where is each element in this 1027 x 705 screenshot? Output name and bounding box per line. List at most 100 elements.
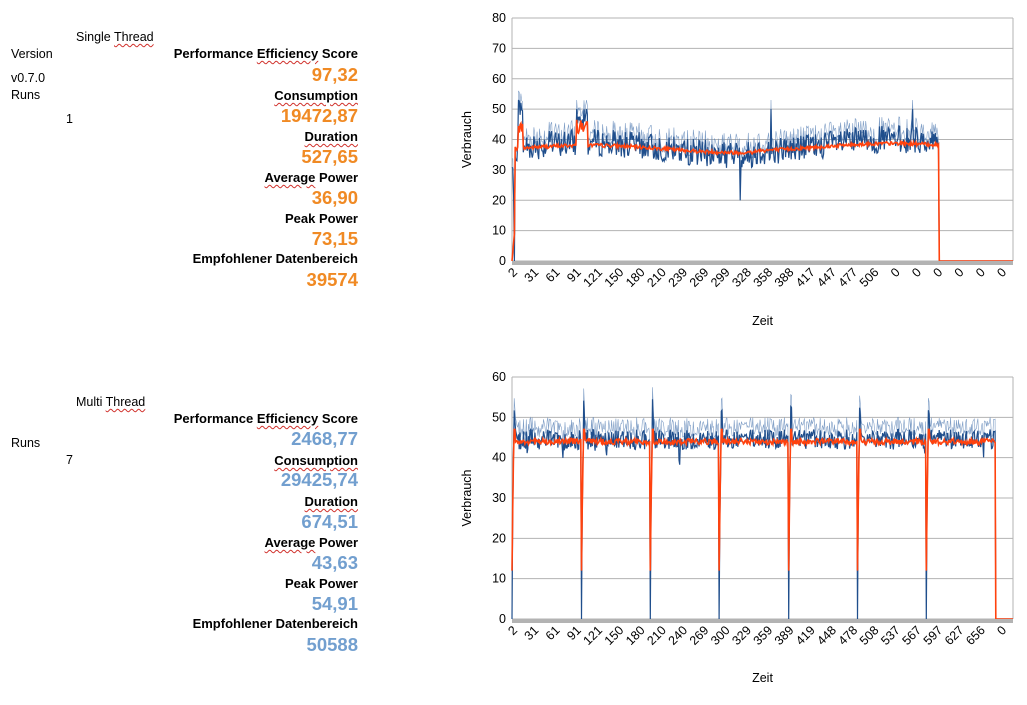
x-tick-label: 91 xyxy=(564,265,584,285)
x-tick-label: 0 xyxy=(931,265,946,280)
y-tick-label: 80 xyxy=(492,11,506,25)
x-tick-label: 419 xyxy=(793,623,818,648)
multi-metric-label: Consumption xyxy=(274,453,358,468)
x-tick-label: 508 xyxy=(857,623,882,648)
single-metric-label: Empfohlener Datenbereich xyxy=(192,251,358,266)
x-axis-title: Zeit xyxy=(752,314,773,328)
x-tick-label: 299 xyxy=(708,265,733,290)
multi-runs-label: Runs xyxy=(11,436,41,450)
y-tick-label: 50 xyxy=(492,102,506,116)
x-tick-label: 329 xyxy=(729,623,754,648)
x-tick-label: 358 xyxy=(751,265,776,290)
single-runs-label: Runs xyxy=(11,88,41,102)
x-tick-label: 61 xyxy=(543,265,563,285)
single-metric-label: Average Power xyxy=(264,170,358,185)
x-tick-label: 2 xyxy=(505,623,520,638)
x-tick-label: 417 xyxy=(793,265,818,290)
single-title-text: Single Thread xyxy=(76,30,154,44)
x-tick-label: 0 xyxy=(994,623,1009,638)
x-tick-label: 210 xyxy=(644,265,669,290)
multi-metric-value: 674,51 xyxy=(301,511,358,532)
x-tick-label: 388 xyxy=(772,265,797,290)
raw-series-band xyxy=(511,387,1013,620)
x-tick-label: 0 xyxy=(994,265,1009,280)
version-value: v0.7.0 xyxy=(11,71,46,85)
x-tick-label: 0 xyxy=(888,265,903,280)
y-tick-label: 0 xyxy=(499,612,506,626)
x-tick-label: 31 xyxy=(522,265,542,285)
x-tick-label: 477 xyxy=(836,265,861,290)
multi-metric-value: 29425,74 xyxy=(280,469,358,490)
multi-metric-label: Empfohlener Datenbereich xyxy=(192,616,358,631)
raw-series-band xyxy=(511,90,1013,262)
x-tick-label: 61 xyxy=(543,623,563,643)
single-metric-value: 39574 xyxy=(306,269,358,290)
y-tick-label: 40 xyxy=(492,133,506,147)
x-tick-label: 180 xyxy=(623,623,648,648)
single-runs-value: 1 xyxy=(66,112,73,126)
y-tick-label: 40 xyxy=(492,451,506,465)
multi-metric-value: 54,91 xyxy=(311,593,358,614)
single-metric-value: 19472,87 xyxy=(280,105,358,126)
x-tick-label: 0 xyxy=(909,265,924,280)
multi-metric-value: 2468,77 xyxy=(291,428,358,449)
y-tick-label: 50 xyxy=(492,410,506,424)
x-tick-label: 567 xyxy=(899,623,924,648)
y-tick-label: 0 xyxy=(499,254,506,268)
smoothed-series-line xyxy=(511,119,1013,262)
x-tick-label: 597 xyxy=(921,623,946,648)
multi-metric-label: Peak Power xyxy=(285,576,358,591)
y-tick-label: 10 xyxy=(492,572,506,586)
y-tick-label: 10 xyxy=(492,224,506,238)
y-tick-label: 60 xyxy=(492,72,506,86)
x-tick-label: 627 xyxy=(942,623,967,648)
x-tick-label: 506 xyxy=(857,265,882,290)
multi-thread-title: Multi Thread xyxy=(76,395,146,409)
multi-metric-label: Performance Efficiency Score xyxy=(173,411,358,426)
x-tick-label: 150 xyxy=(602,265,627,290)
x-tick-label: 150 xyxy=(602,623,627,648)
x-tick-label: 0 xyxy=(973,265,988,280)
x-axis-title: Zeit xyxy=(752,671,773,685)
x-tick-label: 389 xyxy=(772,623,797,648)
y-tick-label: 70 xyxy=(492,41,506,55)
x-tick-label: 0 xyxy=(952,265,967,280)
x-tick-label: 448 xyxy=(814,623,839,648)
single-metric-value: 36,90 xyxy=(311,187,358,208)
x-tick-label: 269 xyxy=(687,623,712,648)
x-tick-label: 240 xyxy=(666,623,691,648)
x-tick-label: 121 xyxy=(581,265,606,290)
multi-metric-label: Average Power xyxy=(264,535,358,550)
x-tick-label: 91 xyxy=(564,623,584,643)
y-tick-label: 30 xyxy=(492,163,506,177)
single-metric-label: Peak Power xyxy=(285,211,358,226)
multi-metric-label: Duration xyxy=(304,494,358,509)
single-metric-label: Duration xyxy=(304,129,358,144)
raw-series-line xyxy=(511,99,1013,262)
y-axis-title: Verbrauch xyxy=(460,469,474,526)
y-tick-label: 30 xyxy=(492,491,506,505)
y-tick-label: 20 xyxy=(492,531,506,545)
x-tick-label: 2 xyxy=(505,265,520,280)
x-tick-label: 478 xyxy=(836,623,861,648)
x-tick-label: 328 xyxy=(729,265,754,290)
single-metric-value: 97,32 xyxy=(311,64,358,85)
multi-metric-value: 43,63 xyxy=(311,552,358,573)
x-tick-label: 269 xyxy=(687,265,712,290)
multi-metric-value: 50588 xyxy=(306,634,358,655)
x-tick-label: 180 xyxy=(623,265,648,290)
y-axis-title: Verbrauch xyxy=(460,111,474,168)
single-metric-value: 527,65 xyxy=(301,146,358,167)
single-metric-label: Performance Efficiency Score xyxy=(173,46,358,61)
x-tick-label: 537 xyxy=(878,623,903,648)
x-tick-label: 31 xyxy=(522,623,542,643)
x-tick-label: 239 xyxy=(666,265,691,290)
x-tick-label: 447 xyxy=(814,265,839,290)
x-tick-label: 300 xyxy=(708,623,733,648)
x-tick-label: 210 xyxy=(644,623,669,648)
y-tick-label: 60 xyxy=(492,370,506,384)
multi-runs-value: 7 xyxy=(66,453,73,467)
x-tick-label: 359 xyxy=(751,623,776,648)
smoothed-series-line xyxy=(511,428,1013,620)
